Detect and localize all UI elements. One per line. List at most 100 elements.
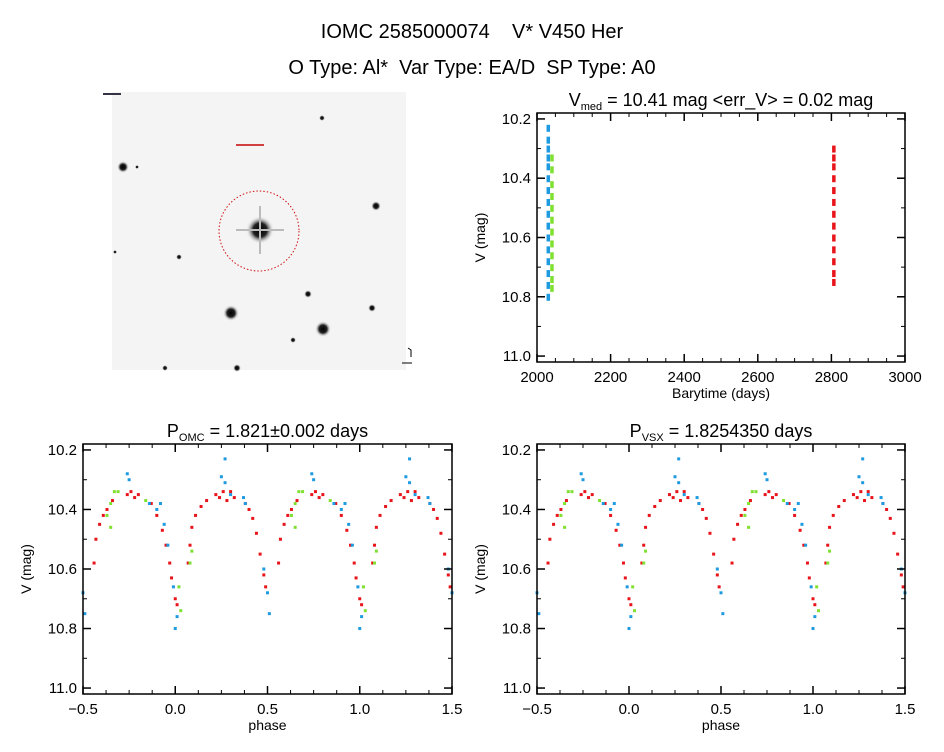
- data-point-blue: [358, 627, 362, 631]
- data-point-red: [832, 270, 836, 278]
- x-tick-label: 1.0: [349, 701, 370, 718]
- data-point-blue: [262, 567, 266, 571]
- data-point-blue: [166, 543, 170, 547]
- data-point-blue: [546, 154, 551, 162]
- data-point-red: [173, 597, 177, 601]
- data-point-green: [112, 490, 116, 494]
- data-point-red: [160, 528, 164, 532]
- data-point-red: [763, 493, 767, 497]
- data-point-red: [832, 278, 836, 286]
- data-point-blue: [609, 507, 613, 511]
- data-point-blue: [673, 475, 677, 479]
- plot-frame: [536, 443, 906, 695]
- data-point-green: [598, 499, 602, 503]
- data-point-blue: [546, 258, 551, 266]
- data-point-red: [629, 603, 633, 607]
- data-point-green: [177, 585, 181, 589]
- data-point-red: [739, 513, 743, 517]
- data-point-green: [188, 561, 192, 565]
- data-point-red: [832, 154, 836, 162]
- data-point-blue: [546, 198, 551, 206]
- data-point-green: [633, 609, 637, 613]
- data-point-green: [550, 284, 554, 292]
- data-point-red: [805, 561, 809, 565]
- data-point-blue: [243, 502, 247, 506]
- data-point-red: [188, 543, 192, 547]
- title-rest: = 10.41 mag <err_V> = 0.02 mag: [602, 90, 873, 111]
- data-point-green: [550, 166, 554, 174]
- data-point-blue: [879, 496, 883, 500]
- data-point-blue: [881, 502, 885, 506]
- data-point-red: [247, 507, 251, 511]
- data-point-blue: [579, 472, 583, 476]
- data-point-red: [621, 561, 625, 565]
- data-point-green: [743, 513, 747, 517]
- data-point-red: [313, 490, 317, 494]
- data-point-red: [384, 505, 388, 508]
- data-point-green: [289, 513, 293, 517]
- data-point-blue: [404, 475, 408, 479]
- title-main: P: [167, 421, 179, 441]
- data-point-red: [590, 493, 594, 497]
- data-point-red: [704, 516, 708, 520]
- data-point-blue: [347, 522, 351, 526]
- y-tick-label: 10.2: [502, 111, 531, 128]
- data-point-blue: [601, 502, 605, 506]
- data-point-blue: [125, 472, 129, 476]
- data-point-red: [870, 496, 874, 500]
- data-point-green: [328, 499, 332, 503]
- data-point-red: [653, 505, 657, 508]
- data-point-red: [832, 187, 836, 195]
- data-point-green: [363, 609, 367, 613]
- data-point-blue: [616, 522, 620, 526]
- data-point-blue: [546, 124, 551, 132]
- data-point-red: [603, 502, 607, 506]
- data-point-red: [832, 210, 836, 218]
- data-point-blue: [266, 591, 269, 595]
- data-point-red: [552, 522, 556, 526]
- x-tick-label: 1.0: [803, 701, 824, 718]
- data-point-green: [293, 502, 297, 506]
- data-point-blue: [546, 222, 551, 230]
- target-label-mark: [236, 144, 264, 146]
- data-point-green: [747, 502, 751, 506]
- data-point-blue: [546, 163, 551, 171]
- data-point-blue: [83, 612, 87, 616]
- phase-plot-omc: POMC = 1.821±0.002 days −0.5 0.0 0.5 1.0 1.5 1…: [18, 421, 462, 733]
- x-tick-label: 2600: [741, 369, 774, 386]
- figure-subtitle: O Type: Al* Var Type: EA/D SP Type: A0: [288, 57, 655, 79]
- data-point-red: [555, 513, 559, 517]
- data-point-green: [826, 561, 830, 565]
- data-point-red: [345, 528, 349, 532]
- data-point-blue: [785, 502, 789, 506]
- x-tick-label: −0.5: [522, 701, 552, 718]
- data-point-blue: [629, 615, 633, 619]
- data-point-blue: [721, 612, 725, 616]
- plot-title: POMC = 1.821±0.002 days: [167, 421, 368, 444]
- data-point-red: [199, 505, 203, 508]
- data-point-blue: [537, 612, 541, 616]
- data-point-red: [225, 499, 229, 503]
- data-point-red: [743, 507, 747, 511]
- data-point-green: [179, 609, 183, 613]
- y-tick-label: 10.4: [502, 170, 531, 187]
- data-point-red: [609, 513, 613, 517]
- data-point-red: [855, 496, 859, 500]
- data-point-green: [374, 549, 378, 553]
- data-point-red: [136, 493, 140, 497]
- data-point-blue: [223, 457, 227, 461]
- y-axis-label: V (mag): [472, 544, 488, 594]
- data-point-blue: [581, 478, 585, 482]
- data-point-green: [550, 154, 554, 162]
- data-point-blue: [267, 612, 271, 616]
- data-point-green: [828, 549, 832, 553]
- data-point-red: [229, 490, 233, 494]
- sky-image: [103, 92, 412, 372]
- data-point-blue: [546, 270, 551, 278]
- data-point-blue: [682, 493, 686, 497]
- data-point-red: [339, 513, 343, 517]
- data-point-blue: [765, 478, 769, 482]
- data-point-red: [352, 561, 356, 565]
- data-point-red: [832, 163, 836, 171]
- data-point-blue: [312, 478, 316, 482]
